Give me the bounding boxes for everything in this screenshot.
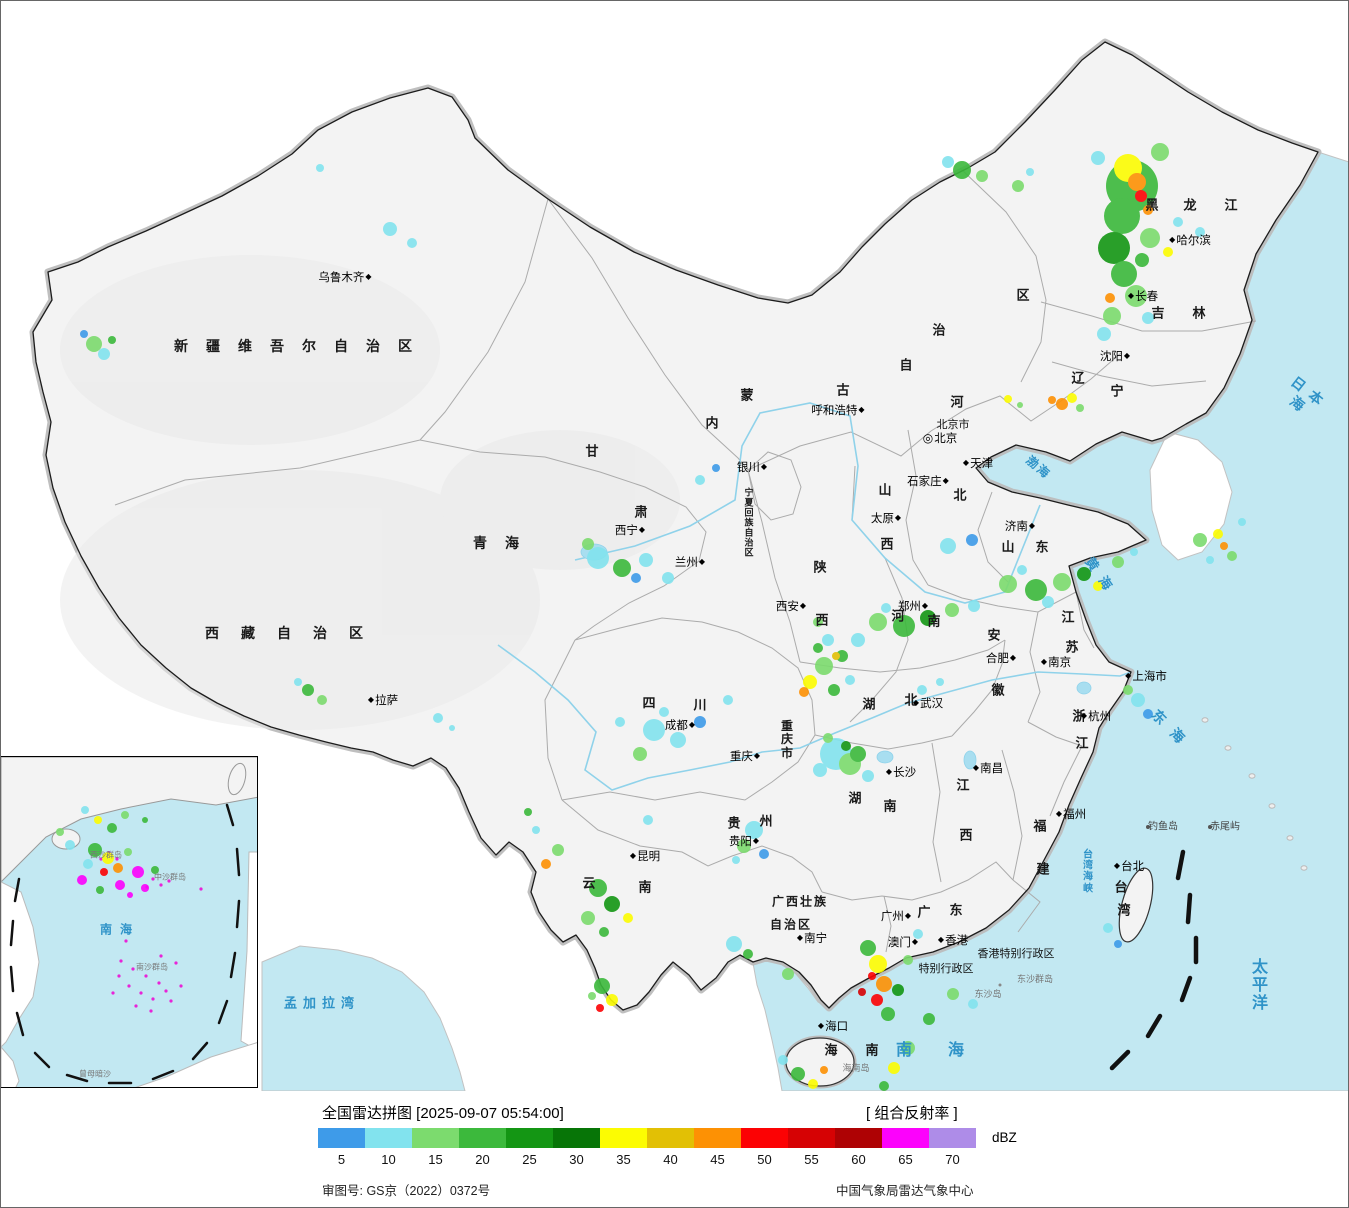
- dbz-unit-label: dBZ: [992, 1130, 1017, 1145]
- colorbar-tick: 5: [337, 1152, 346, 1167]
- island-dot: [119, 959, 123, 963]
- island-dot: [99, 857, 103, 861]
- colorbar-tick: 25: [522, 1152, 537, 1167]
- colorbar-tick: 15: [428, 1152, 443, 1167]
- island-dot: [151, 877, 155, 881]
- inset-vietnam: [1, 881, 40, 1048]
- inset-island-dots: [99, 851, 203, 1013]
- colorbar-swatch: [318, 1128, 365, 1148]
- colorbar-swatch: [506, 1128, 553, 1148]
- map-review-number: 审图号: GS京（2022）0372号: [322, 1184, 491, 1198]
- island-dot: [149, 1009, 153, 1013]
- island-dot: [115, 857, 119, 861]
- rivers: [497, 402, 1132, 791]
- island-dot: [144, 974, 148, 978]
- colorbar-tick: 65: [898, 1152, 913, 1167]
- colorbar-tick: 50: [757, 1152, 772, 1167]
- inset-malay: [1, 1046, 20, 1087]
- island-dot: [131, 967, 135, 971]
- island-dot: [117, 974, 121, 978]
- inset-map: [1, 757, 257, 1087]
- island-dot: [151, 997, 155, 1001]
- colorbar-tick: 10: [381, 1152, 396, 1167]
- hainan-outline: [785, 1037, 855, 1087]
- island-dot: [164, 989, 168, 993]
- colorbar-swatch: [412, 1128, 459, 1148]
- colorbar-tick: 70: [945, 1152, 960, 1167]
- korea-landmass: [1149, 431, 1233, 561]
- colorbar-swatch: [835, 1128, 882, 1148]
- inset-borneo: [135, 1042, 257, 1087]
- colorbar-swatch: [929, 1128, 976, 1148]
- colorbar-swatch: [365, 1128, 412, 1148]
- colorbar-swatch: [694, 1128, 741, 1148]
- product-label: [ 组合反射率 ]: [866, 1105, 958, 1122]
- island-dot: [174, 961, 178, 965]
- island-dot: [199, 887, 203, 891]
- island-dot: [134, 1004, 138, 1008]
- small-islands: [998, 825, 1212, 987]
- map-title: 全国雷达拼图 [2025-09-07 05:54:00]: [322, 1105, 564, 1122]
- colorbar-swatch: [600, 1128, 647, 1148]
- colorbar-swatch: [647, 1128, 694, 1148]
- colorbar-swatch: [788, 1128, 835, 1148]
- island-dot: [127, 984, 131, 988]
- legend-panel: 全国雷达拼图 [2025-09-07 05:54:00] [ 组合反射率 ] 5…: [0, 1091, 1349, 1208]
- china-border-line: [32, 41, 1319, 1011]
- colorbar-tick: 20: [475, 1152, 490, 1167]
- island-dot: [159, 883, 163, 887]
- colorbar-tick: 55: [804, 1152, 819, 1167]
- island-dot: [167, 879, 171, 883]
- dbz-colorbar: [318, 1128, 976, 1148]
- island-dot: [145, 885, 149, 889]
- colorbar-tick: 30: [569, 1152, 584, 1167]
- colorbar-swatch: [741, 1128, 788, 1148]
- yangtze-river: [497, 644, 1132, 791]
- island-dot: [124, 939, 128, 943]
- island-dot: [159, 954, 163, 958]
- colorbar-tick: 40: [663, 1152, 678, 1167]
- colorbar-tick: 60: [851, 1152, 866, 1167]
- province-boundaries: [114, 167, 1257, 953]
- inset-taiwan: [227, 762, 247, 796]
- dbz-colorbar-ticks: 5 10 15 20 25 30 35 40 45 50 55 60 65 70: [318, 1152, 976, 1167]
- island-dot: [179, 984, 183, 988]
- island-dot: [107, 851, 111, 855]
- ryukyu-islands: [1201, 717, 1308, 871]
- colorbar-tick: 35: [616, 1152, 631, 1167]
- sea-bay-of-bengal: [261, 945, 466, 1091]
- island-dot: [139, 991, 143, 995]
- yellow-river: [574, 402, 1041, 604]
- south-china-sea-inset: [0, 756, 258, 1088]
- colorbar-swatch: [553, 1128, 600, 1148]
- island-dot: [169, 999, 173, 1003]
- inset-hainan: [51, 828, 81, 850]
- island-dot: [157, 981, 161, 985]
- colorbar-swatch: [459, 1128, 506, 1148]
- credit-label: 中国气象局雷达气象中心: [836, 1184, 974, 1198]
- nine-dash-line: [1109, 849, 1199, 1071]
- taiwan-island: [1118, 867, 1154, 943]
- inset-south-china-coast: [1, 757, 257, 883]
- terrain-shading: [60, 255, 680, 730]
- colorbar-tick: 45: [710, 1152, 725, 1167]
- colorbar-swatch: [882, 1128, 929, 1148]
- inset-nine-dash-line: [9, 803, 241, 1085]
- china-radar-map: 新疆维吾尔自治区 西藏自治区 青海甘肃内蒙古自治区宁 夏 回 族 自 治 区陕西山西…: [0, 38, 1349, 1091]
- island-dot: [111, 991, 115, 995]
